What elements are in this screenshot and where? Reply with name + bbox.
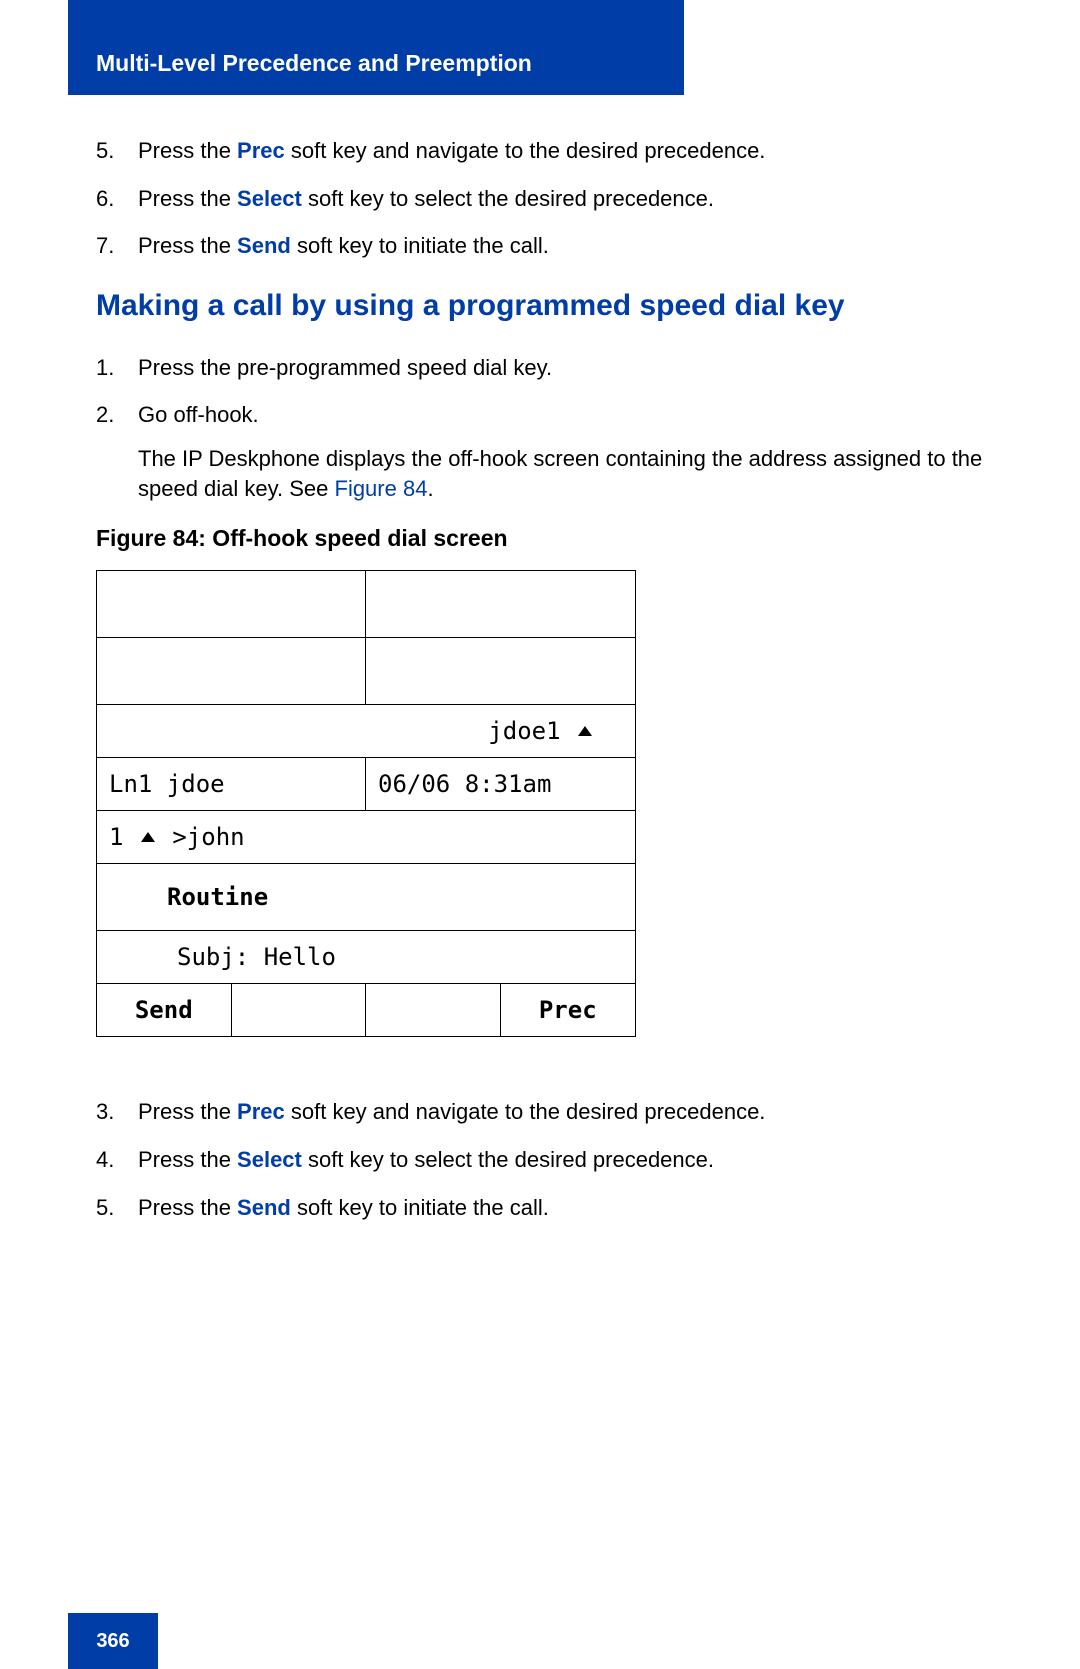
list-item: 7. Press the Send soft key to initiate t…: [96, 231, 996, 261]
phone-text: >john: [172, 823, 244, 851]
softkey-ref: Prec: [237, 1099, 285, 1124]
softkey-ref: Prec: [237, 138, 285, 163]
list-item: 4. Press the Select soft key to select t…: [96, 1145, 996, 1175]
phone-row-6: Routine: [97, 864, 635, 931]
softkey-ref: Send: [237, 233, 291, 258]
phone-row-4: Ln1 jdoe 06/06 8:31am: [97, 758, 635, 811]
phone-text: 1: [109, 823, 123, 851]
item-number: 7.: [96, 231, 138, 261]
softkey-prec: Prec: [501, 984, 636, 1036]
list-item: 5. Press the Send soft key to initiate t…: [96, 1193, 996, 1223]
mid-list: 1. Press the pre-programmed speed dial k…: [96, 353, 996, 430]
item-text: Press the Select soft key to select the …: [138, 184, 996, 214]
top-list: 5. Press the Prec soft key and navigate …: [96, 136, 996, 261]
list-item: 5. Press the Prec soft key and navigate …: [96, 136, 996, 166]
item-text: Press the Send soft key to initiate the …: [138, 231, 996, 261]
phone-softkey-row: Send Prec: [97, 984, 635, 1036]
softkey-ref: Select: [237, 186, 302, 211]
item-text: Press the Select soft key to select the …: [138, 1145, 996, 1175]
item-text: Press the pre-programmed speed dial key.: [138, 353, 996, 383]
item-number: 2.: [96, 400, 138, 430]
softkey-blank: [366, 984, 501, 1036]
item-text: Press the Prec soft key and navigate to …: [138, 1097, 996, 1127]
item-text: Press the Send soft key to initiate the …: [138, 1193, 996, 1223]
bottom-list: 3. Press the Prec soft key and navigate …: [96, 1097, 996, 1222]
item-text: Press the Prec soft key and navigate to …: [138, 136, 996, 166]
list-item: 2. Go off-hook.: [96, 400, 996, 430]
item-number: 3.: [96, 1097, 138, 1127]
phone-subject: Subj: Hello: [97, 931, 635, 983]
sub-note: The IP Deskphone displays the off-hook s…: [138, 444, 996, 503]
figure-caption: Figure 84: Off-hook speed dial screen: [96, 525, 996, 552]
list-item: 6. Press the Select soft key to select t…: [96, 184, 996, 214]
item-number: 5.: [96, 1193, 138, 1223]
softkey-send: Send: [97, 984, 232, 1036]
figure-ref: Figure 84: [335, 476, 428, 501]
phone-screen-figure: jdoe1 Ln1 jdoe 06/06 8:31am 1 >john Rout…: [96, 570, 636, 1037]
list-item: 3. Press the Prec soft key and navigate …: [96, 1097, 996, 1127]
phone-datetime: 06/06 8:31am: [366, 758, 635, 810]
item-number: 6.: [96, 184, 138, 214]
phone-row-3: jdoe1: [97, 705, 635, 758]
softkey-ref: Select: [237, 1147, 302, 1172]
header-title: Multi-Level Precedence and Preemption: [96, 50, 532, 77]
phone-row-1: [97, 571, 635, 638]
softkey-ref: Send: [237, 1195, 291, 1220]
header-tab: Multi-Level Precedence and Preemption: [68, 0, 684, 95]
item-number: 5.: [96, 136, 138, 166]
page: Multi-Level Precedence and Preemption 5.…: [0, 0, 1080, 1669]
softkey-blank: [232, 984, 367, 1036]
phone-row-2: [97, 638, 635, 705]
phone-precedence: Routine: [97, 864, 635, 930]
phone-line-label: Ln1 jdoe: [97, 758, 366, 810]
phone-text: jdoe1: [488, 717, 560, 745]
content-area: 5. Press the Prec soft key and navigate …: [96, 136, 996, 1240]
phone-row-5: 1 >john: [97, 811, 635, 864]
item-number: 1.: [96, 353, 138, 383]
list-item: 1. Press the pre-programmed speed dial k…: [96, 353, 996, 383]
section-heading: Making a call by using a programmed spee…: [96, 287, 996, 325]
item-number: 4.: [96, 1145, 138, 1175]
phone-row-7: Subj: Hello: [97, 931, 635, 984]
up-triangle-icon: [141, 832, 155, 842]
page-number: 366: [68, 1613, 158, 1669]
item-text: Go off-hook.: [138, 400, 996, 430]
up-triangle-icon: [578, 726, 592, 736]
